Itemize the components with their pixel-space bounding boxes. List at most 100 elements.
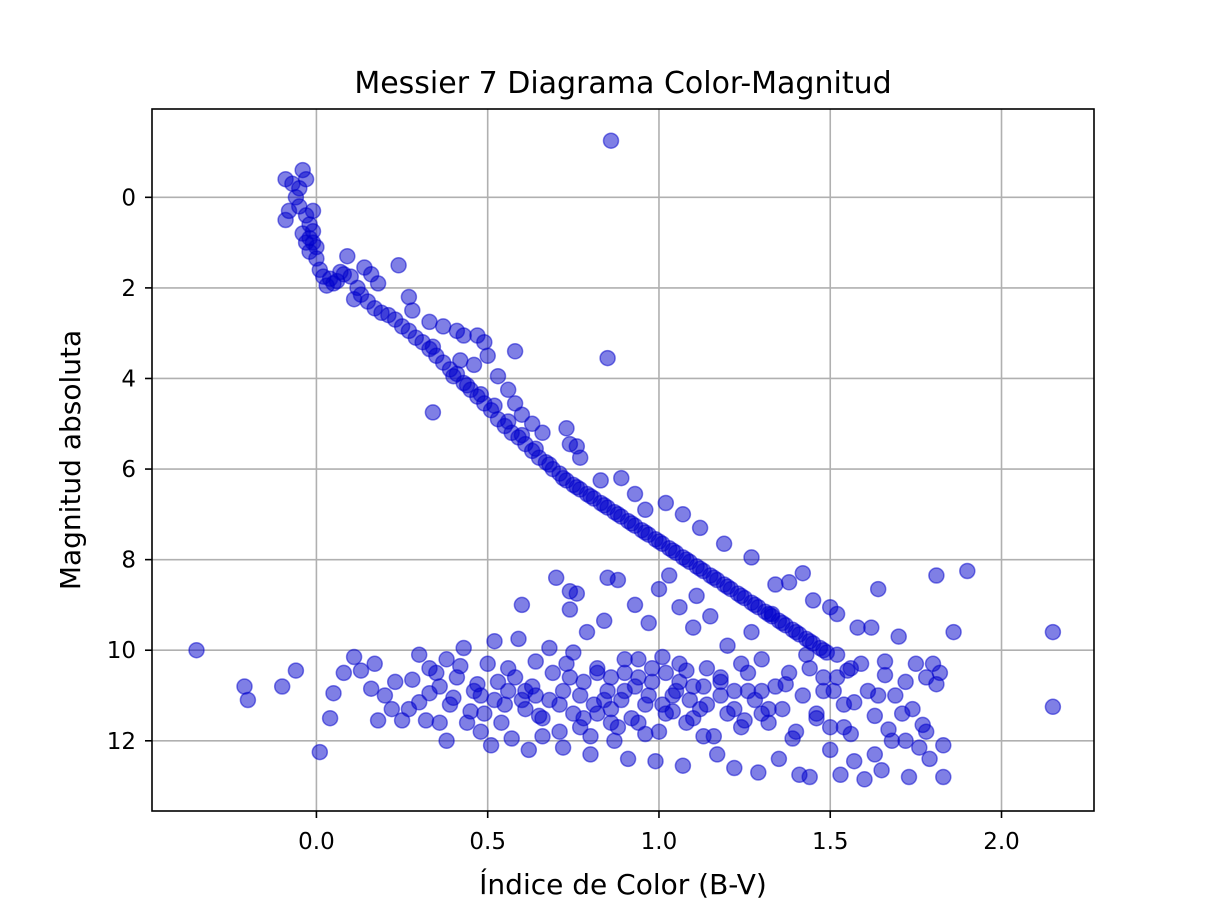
data-point bbox=[657, 494, 675, 512]
data-point bbox=[681, 691, 699, 709]
data-point bbox=[630, 714, 647, 731]
data-point bbox=[369, 275, 387, 292]
data-point bbox=[815, 641, 832, 659]
data-point bbox=[345, 648, 363, 666]
data-point bbox=[582, 728, 599, 745]
data-point bbox=[239, 691, 257, 709]
x-tick-label: 1.0 bbox=[641, 829, 678, 855]
data-point bbox=[869, 687, 887, 704]
data-point bbox=[873, 761, 890, 779]
data-point bbox=[482, 737, 500, 754]
data-point bbox=[787, 723, 805, 740]
data-point bbox=[821, 741, 839, 759]
data-point bbox=[609, 506, 627, 523]
data-point bbox=[705, 728, 723, 745]
data-point bbox=[613, 469, 630, 487]
data-point bbox=[743, 549, 760, 566]
x-axis-label: Índice de Color (B-V) bbox=[479, 867, 767, 901]
data-point bbox=[917, 723, 935, 740]
data-point bbox=[534, 709, 551, 727]
data-point bbox=[520, 741, 538, 759]
data-point bbox=[571, 449, 589, 466]
data-point bbox=[750, 764, 767, 781]
data-point bbox=[448, 669, 466, 686]
data-point bbox=[541, 691, 558, 709]
data-point bbox=[869, 580, 887, 598]
data-point bbox=[441, 696, 459, 713]
y-axis-label: Magnitud absoluta bbox=[54, 330, 87, 590]
y-tick-label: 12 bbox=[107, 729, 136, 755]
data-point bbox=[626, 678, 644, 695]
data-point bbox=[595, 497, 613, 514]
data-point bbox=[554, 739, 572, 756]
data-point bbox=[671, 673, 688, 691]
data-point bbox=[558, 655, 575, 673]
data-point bbox=[404, 671, 421, 688]
data-point bbox=[499, 682, 517, 700]
data-point bbox=[678, 551, 695, 568]
data-point bbox=[798, 646, 815, 663]
data-point bbox=[541, 639, 558, 657]
data-point bbox=[472, 687, 490, 704]
data-point bbox=[808, 709, 825, 727]
data-point bbox=[321, 709, 339, 727]
data-point bbox=[606, 732, 623, 750]
data-point bbox=[602, 669, 620, 686]
data-point bbox=[959, 562, 976, 580]
data-point bbox=[890, 628, 907, 645]
data-point bbox=[616, 651, 633, 668]
data-point bbox=[277, 211, 294, 229]
data-point bbox=[304, 202, 322, 220]
data-point bbox=[404, 302, 421, 319]
data-point bbox=[907, 655, 925, 673]
data-point bbox=[472, 386, 490, 403]
data-point bbox=[719, 637, 736, 654]
data-point bbox=[362, 680, 380, 697]
data-point bbox=[705, 569, 723, 587]
data-point bbox=[527, 687, 544, 704]
data-point bbox=[691, 519, 709, 537]
data-point bbox=[684, 619, 702, 636]
data-point bbox=[236, 678, 253, 695]
data-point bbox=[332, 263, 349, 281]
data-point bbox=[476, 705, 493, 722]
data-point bbox=[472, 723, 490, 740]
data-point bbox=[630, 651, 647, 668]
data-point bbox=[900, 768, 918, 786]
data-point bbox=[489, 367, 507, 385]
data-point bbox=[582, 746, 599, 763]
data-point bbox=[424, 338, 442, 356]
data-point bbox=[671, 598, 688, 616]
data-point bbox=[660, 567, 678, 584]
data-point bbox=[698, 696, 716, 713]
data-point bbox=[647, 752, 664, 770]
data-point bbox=[616, 664, 633, 682]
grid-lines bbox=[152, 109, 1094, 811]
data-point bbox=[544, 664, 562, 682]
data-point bbox=[726, 682, 743, 700]
data-point bbox=[712, 673, 729, 691]
data-point bbox=[602, 700, 620, 718]
data-point bbox=[410, 646, 428, 663]
data-point bbox=[674, 757, 692, 774]
data-point bbox=[780, 664, 798, 682]
data-point bbox=[767, 678, 784, 695]
data-point bbox=[554, 682, 572, 700]
data-point bbox=[527, 440, 544, 457]
data-point bbox=[732, 718, 750, 736]
data-point bbox=[804, 592, 822, 609]
data-point bbox=[589, 660, 606, 677]
data-point bbox=[599, 349, 616, 367]
data-point bbox=[698, 660, 716, 677]
data-point bbox=[654, 648, 671, 666]
data-point bbox=[935, 768, 952, 786]
data-point bbox=[691, 560, 709, 577]
data-point bbox=[726, 700, 743, 718]
data-point bbox=[935, 737, 952, 754]
data-point bbox=[801, 632, 818, 650]
scatter-points bbox=[188, 132, 1062, 788]
data-point bbox=[352, 662, 370, 679]
data-point bbox=[568, 478, 586, 496]
data-point bbox=[486, 691, 503, 709]
data-point bbox=[568, 585, 586, 602]
